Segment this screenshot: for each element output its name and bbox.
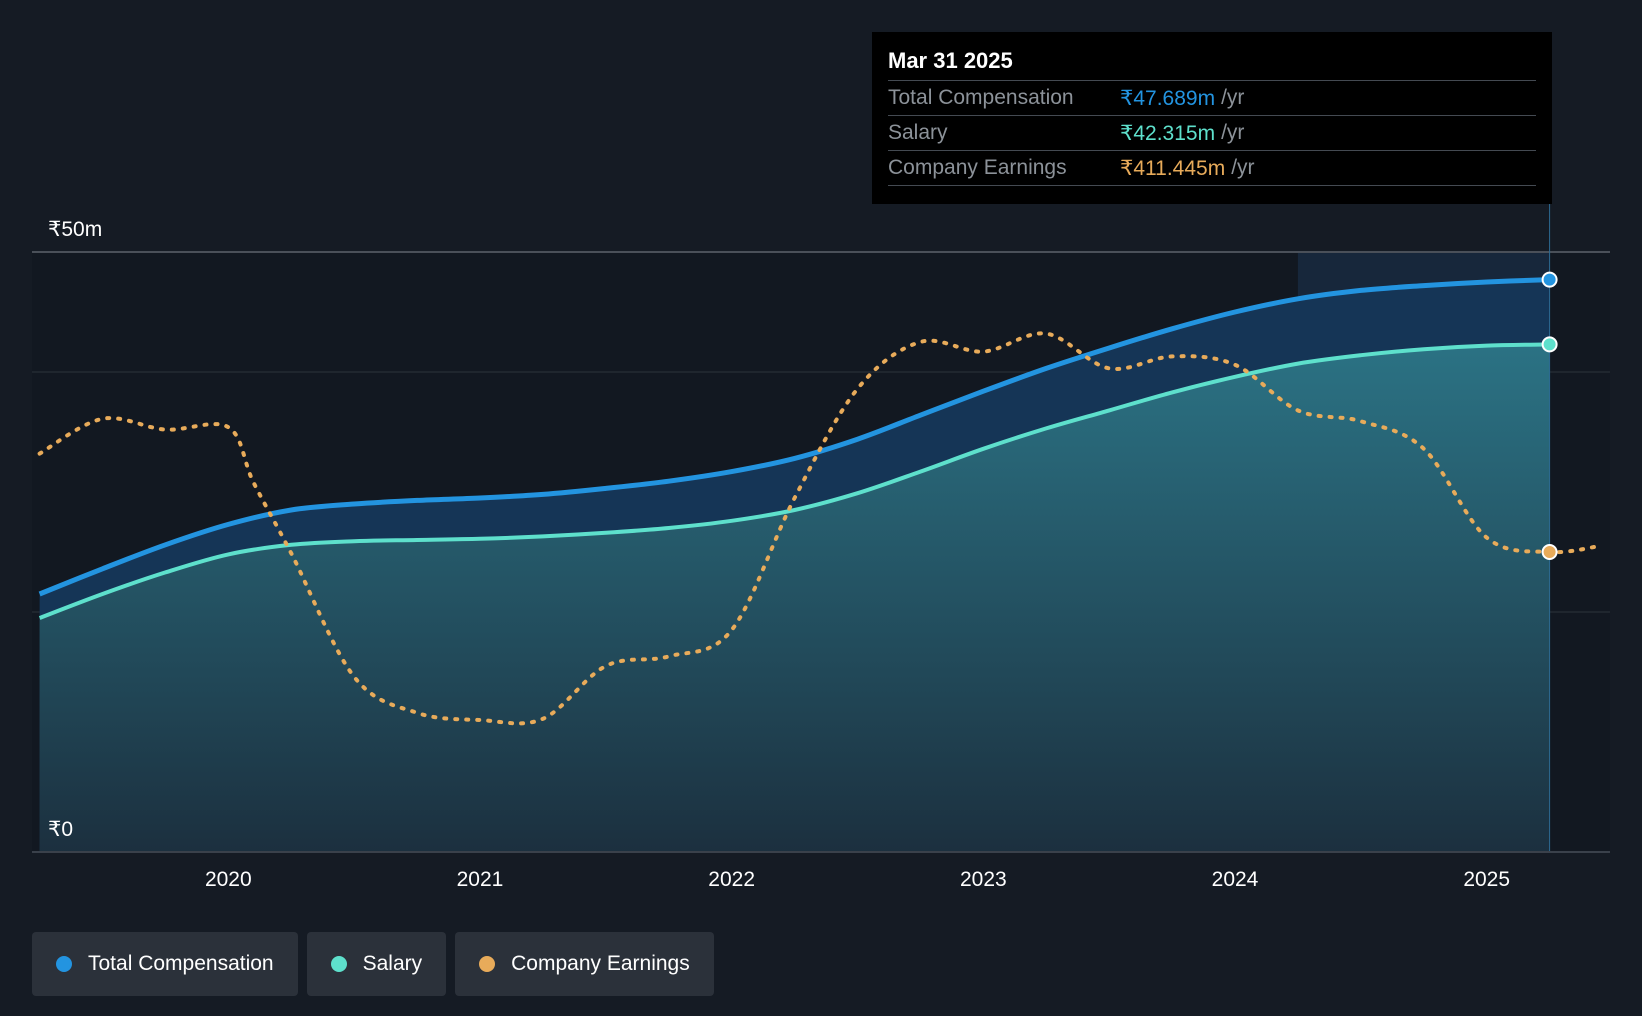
total-compensation-line bbox=[38, 277, 1550, 597]
legend: Total Compensation Salary Company Earnin… bbox=[32, 932, 714, 996]
legend-dot-icon bbox=[330, 956, 347, 972]
x-tick-label: 2025 bbox=[1463, 868, 1510, 891]
x-tick-label: 2020 bbox=[205, 868, 252, 891]
tooltip-row-salary: Salary ₹42.315m /yr bbox=[888, 115, 1536, 150]
x-tick-label: 2022 bbox=[708, 868, 755, 891]
tooltip-date: Mar 31 2025 bbox=[888, 48, 1013, 73]
tooltip: Mar 31 2025 Total Compensation ₹47.689m … bbox=[872, 32, 1552, 204]
tooltip-label: Company Earnings bbox=[888, 156, 1067, 179]
tooltip-value: ₹411.445m bbox=[1120, 156, 1226, 180]
legend-item-salary[interactable]: Salary bbox=[306, 932, 447, 996]
tooltip-unit: /yr bbox=[1231, 156, 1255, 179]
tooltip-unit: /yr bbox=[1221, 86, 1245, 109]
legend-label: Company Earnings bbox=[511, 952, 690, 975]
tooltip-label: Salary bbox=[888, 121, 948, 144]
x-tick-label: 2021 bbox=[457, 868, 504, 891]
company-earnings-marker bbox=[1541, 544, 1558, 560]
tooltip-value: ₹42.315m bbox=[1120, 121, 1216, 145]
tooltip-unit: /yr bbox=[1221, 121, 1245, 144]
legend-label: Total Compensation bbox=[88, 952, 274, 975]
tooltip-value: ₹47.689m bbox=[1120, 86, 1216, 110]
legend-item-company-earnings[interactable]: Company Earnings bbox=[455, 932, 714, 996]
salary-area bbox=[39, 344, 1550, 852]
total-compensation-marker bbox=[1541, 271, 1558, 288]
legend-label: Salary bbox=[362, 952, 423, 975]
salary-line bbox=[38, 342, 1550, 620]
company-earnings-line bbox=[37, 331, 1602, 726]
legend-item-total-compensation[interactable]: Total Compensation bbox=[32, 932, 298, 996]
tooltip-label: Total Compensation bbox=[888, 86, 1074, 109]
legend-dot-icon bbox=[56, 956, 72, 972]
y-tick-label: ₹0 bbox=[48, 818, 73, 841]
salary-marker bbox=[1541, 336, 1558, 353]
x-tick-label: 2024 bbox=[1212, 868, 1259, 891]
legend-dot-icon bbox=[479, 956, 496, 972]
y-tick-label: ₹50m bbox=[48, 218, 102, 241]
x-tick-label: 2023 bbox=[960, 868, 1007, 891]
tooltip-row-company-earnings: Company Earnings ₹411.445m /yr bbox=[888, 150, 1536, 186]
tooltip-row-total-compensation: Total Compensation ₹47.689m /yr bbox=[888, 80, 1536, 115]
